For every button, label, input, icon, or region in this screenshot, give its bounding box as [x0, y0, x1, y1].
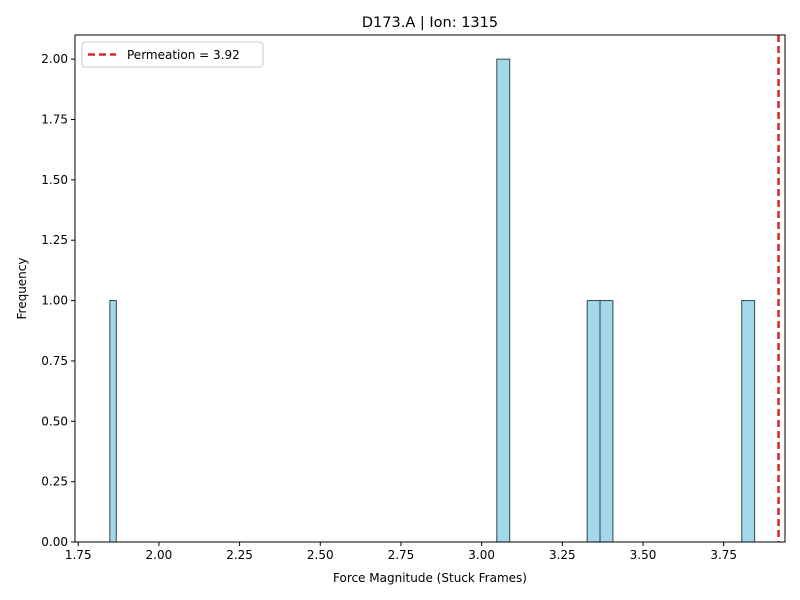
x-tick-label: 2.75 — [388, 548, 415, 562]
legend-entry-permeation: Permeation = 3.92 — [127, 48, 240, 62]
y-ticks-group: 0.00 0.25 0.50 0.75 1.00 1.25 1.50 1.75 2.00 — [41, 52, 75, 549]
x-tick-label: 2.00 — [146, 548, 173, 562]
y-tick-label: 0.25 — [41, 475, 68, 489]
x-tick-label: 3.75 — [710, 548, 737, 562]
y-tick-label: 1.50 — [41, 173, 68, 187]
y-tick-label: 0.75 — [41, 354, 68, 368]
histogram-bar — [741, 300, 756, 543]
x-ticks-group: 1.75 2.00 2.25 2.50 2.75 3.00 3.25 3.50 3.75 — [65, 542, 737, 562]
axes-group — [74, 34, 786, 543]
legend-box — [81, 41, 264, 68]
x-tick-label: 3.50 — [630, 548, 657, 562]
x-tick-label: 2.50 — [307, 548, 334, 562]
histogram-bar — [586, 300, 601, 543]
x-axis-label: Force Magnitude (Stuck Frames) — [333, 571, 527, 585]
x-tick-label: 3.00 — [468, 548, 495, 562]
y-tick-label: 0.50 — [41, 414, 68, 428]
y-tick-label: 2.00 — [41, 52, 68, 66]
bars-group — [109, 58, 756, 543]
histogram-bar — [496, 58, 511, 543]
plot-frame — [74, 34, 786, 543]
y-tick-label: 0.00 — [41, 535, 68, 549]
y-tick-label: 1.75 — [41, 113, 68, 127]
x-tick-label: 2.25 — [226, 548, 253, 562]
chart-title: D173.A | Ion: 1315 — [362, 15, 498, 31]
x-tick-label: 3.25 — [549, 548, 576, 562]
legend: Permeation = 3.92 — [81, 41, 264, 68]
histogram-bar — [599, 300, 614, 543]
y-axis-label: Frequency — [15, 258, 29, 320]
histogram-bar — [109, 300, 117, 543]
y-tick-label: 1.00 — [41, 294, 68, 308]
y-tick-label: 1.25 — [41, 233, 68, 247]
x-tick-label: 1.75 — [65, 548, 92, 562]
